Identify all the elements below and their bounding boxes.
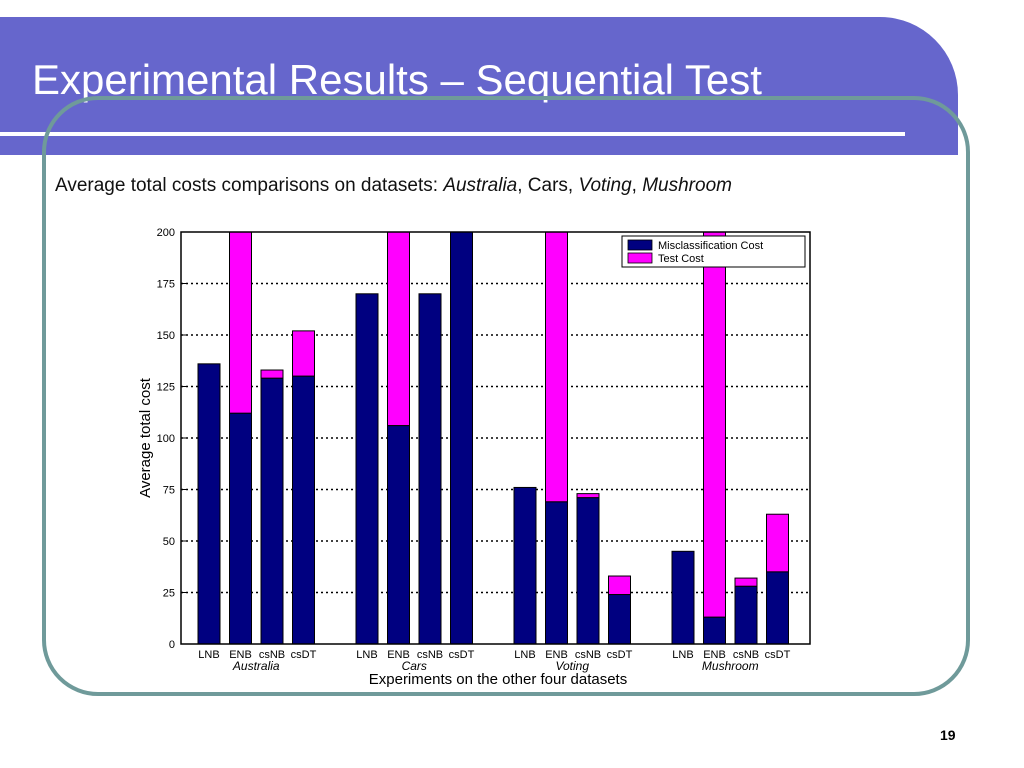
bar-misclassification-cost (671, 550, 695, 645)
x-tick-label: csNB (417, 649, 443, 661)
bar-misclassification-cost (703, 616, 726, 645)
y-tick-label: 175 (157, 279, 175, 291)
bar-test-cost (260, 369, 284, 379)
bar-misclassification-cost (450, 231, 473, 645)
y-tick-label: 25 (163, 588, 175, 600)
bar-misclassification-cost (576, 497, 600, 645)
group-label: Cars (402, 659, 427, 673)
bar-test-cost (703, 231, 726, 618)
subtitle-dataset-3: Voting (578, 175, 632, 196)
bar-misclassification-cost (545, 501, 568, 645)
x-tick-label: csNB (733, 649, 759, 661)
y-tick-label: 0 (169, 639, 175, 651)
x-axis-label: Experiments on the other four datasets (369, 671, 627, 688)
bar-misclassification-cost (197, 363, 221, 645)
bar-test-cost (387, 231, 410, 427)
x-tick-label: LNB (672, 649, 693, 661)
slide-number: 19 (940, 727, 956, 743)
y-tick-label: 50 (163, 536, 175, 548)
x-tick-label: csDT (765, 649, 791, 661)
subtitle-dataset-4: Mushroom (642, 175, 732, 196)
bar-misclassification-cost (418, 293, 442, 645)
bar-misclassification-cost (229, 412, 252, 645)
bar-test-cost (766, 513, 789, 573)
subtitle-dataset-2: Cars (527, 175, 568, 196)
legend-label: Misclassification Cost (658, 240, 763, 252)
bar-test-cost (608, 575, 631, 596)
x-tick-label: csDT (449, 649, 475, 661)
bar-test-cost (545, 231, 568, 503)
bar-misclassification-cost (292, 375, 315, 645)
group-label: Mushroom (702, 659, 759, 673)
group-label: Australia (232, 659, 280, 673)
legend-box (621, 235, 806, 268)
subtitle-prefix: Average total costs comparisons on datas… (55, 175, 444, 196)
title-underline (0, 132, 905, 136)
slide-subtitle: Average total costs comparisons on datas… (55, 175, 732, 197)
x-tick-label: LNB (198, 649, 219, 661)
bar-misclassification-cost (734, 585, 758, 645)
bar-test-cost (576, 493, 600, 499)
y-tick-label: 100 (157, 433, 175, 445)
bar-test-cost (229, 231, 252, 414)
y-tick-label: 75 (163, 485, 175, 497)
y-tick-label: 125 (157, 382, 175, 394)
x-tick-label: LNB (514, 649, 535, 661)
group-label: Voting (555, 659, 589, 673)
x-tick-label: LNB (356, 649, 377, 661)
subtitle-separator-2: , (567, 175, 579, 196)
content-frame (42, 96, 970, 696)
legend-swatch (627, 252, 653, 264)
bar-test-cost (734, 577, 758, 587)
bar-misclassification-cost (260, 377, 284, 645)
x-tick-label: ENB (387, 649, 410, 661)
x-tick-label: csNB (575, 649, 601, 661)
subtitle-separator-1: , (517, 175, 528, 196)
y-tick-label: 150 (157, 330, 175, 342)
bar-misclassification-cost (387, 425, 410, 645)
bar-misclassification-cost (766, 571, 789, 645)
bar-misclassification-cost (513, 486, 537, 645)
legend-swatch (627, 239, 653, 251)
bar-misclassification-cost (355, 293, 379, 645)
x-tick-label: ENB (703, 649, 726, 661)
x-tick-label: ENB (545, 649, 568, 661)
subtitle-dataset-1: Australia (443, 175, 518, 196)
bar-misclassification-cost (608, 594, 631, 645)
x-tick-label: csDT (607, 649, 633, 661)
x-tick-label: ENB (229, 649, 252, 661)
y-tick-label: 200 (157, 227, 175, 239)
x-tick-label: csDT (291, 649, 317, 661)
subtitle-separator-3: , (631, 175, 643, 196)
slide-title: Experimental Results – Sequential Test (32, 56, 762, 103)
y-axis-label: Average total cost (137, 377, 154, 498)
bar-test-cost (292, 330, 315, 377)
x-tick-label: csNB (259, 649, 285, 661)
legend-label: Test Cost (658, 253, 704, 265)
